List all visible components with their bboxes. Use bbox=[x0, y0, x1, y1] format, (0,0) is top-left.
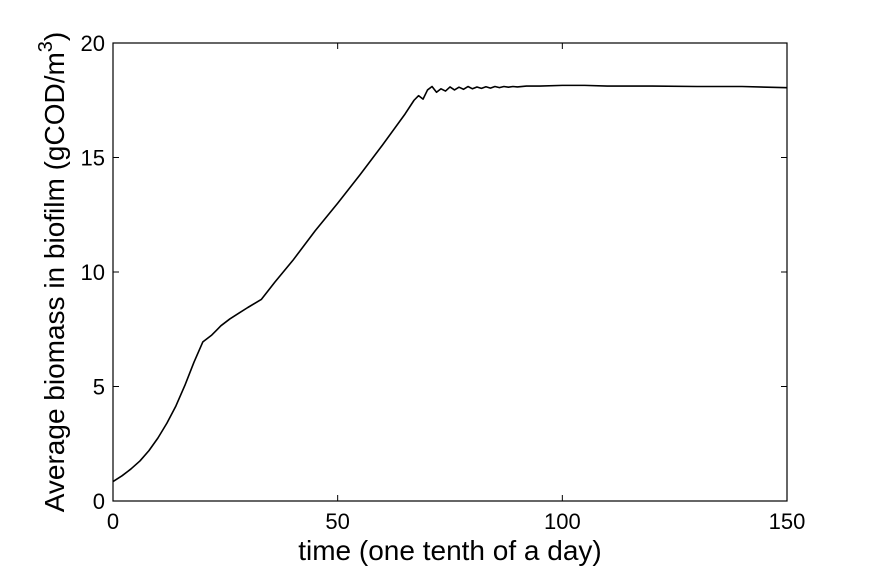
y-axis-label-superscript: 3 bbox=[35, 41, 57, 52]
x-axis-label: time (one tenth of a day) bbox=[298, 535, 602, 566]
plot-area bbox=[112, 42, 788, 502]
biomass-series-line bbox=[112, 84, 788, 483]
y-axis-label-tail: ) bbox=[39, 32, 70, 41]
y-axis-label: Average biomass in biofilm (gCOD/m3) bbox=[35, 32, 70, 513]
x-tick-label: 0 bbox=[107, 509, 119, 534]
x-tick-label: 50 bbox=[325, 509, 349, 534]
x-tick-label: 150 bbox=[769, 509, 806, 534]
y-axis-label-main: Average biomass in biofilm (gCOD/m bbox=[39, 52, 70, 512]
x-tick-label: 100 bbox=[544, 509, 581, 534]
y-tick-label: 10 bbox=[81, 260, 105, 285]
axis-tick-labels: 0 50 100 150 0 5 10 15 20 bbox=[81, 31, 806, 534]
y-tick-label: 5 bbox=[93, 375, 105, 400]
y-tick-label: 20 bbox=[81, 31, 105, 56]
axis-ticks bbox=[112, 42, 788, 502]
y-tick-label: 0 bbox=[93, 489, 105, 514]
y-tick-label: 15 bbox=[81, 146, 105, 171]
